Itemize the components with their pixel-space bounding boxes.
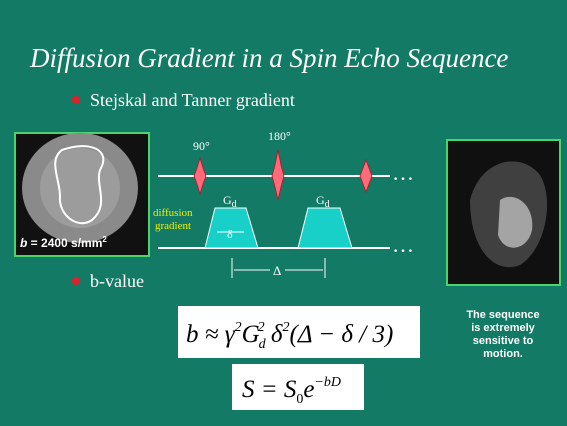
small-delta: δ	[227, 227, 233, 241]
diffusion-label: gradient	[155, 220, 191, 232]
bullet: b-value	[90, 271, 144, 291]
bullet: Stejskal and Tanner gradient	[90, 90, 295, 110]
page: Diffusion Gradient in a Spin Echo Sequen…	[0, 0, 567, 426]
ellipsis: …	[392, 232, 414, 257]
caption-line: is extremely	[471, 322, 535, 334]
image-label: b = 2400 s/mm2	[20, 235, 107, 250]
big-delta: Δ	[273, 263, 281, 278]
pulse-label: 90°	[193, 139, 210, 153]
caption-line: motion.	[483, 348, 523, 360]
caption-line: The sequence	[466, 309, 539, 321]
title: Diffusion Gradient in a Spin Echo Sequen…	[29, 43, 508, 73]
bullet-dot	[72, 96, 80, 104]
bullet-dot	[72, 277, 80, 285]
slide: Diffusion Gradient in a Spin Echo Sequen…	[0, 0, 567, 426]
diffusion-label: diffusion	[153, 207, 193, 219]
pulse-label: 180°	[268, 129, 291, 143]
ellipsis: …	[392, 160, 414, 185]
formula: b ≈ γ2Gd2 δ2(Δ − δ / 3)	[186, 320, 393, 352]
brain-texture	[40, 148, 120, 228]
caption-line: sensitive to	[473, 335, 534, 347]
